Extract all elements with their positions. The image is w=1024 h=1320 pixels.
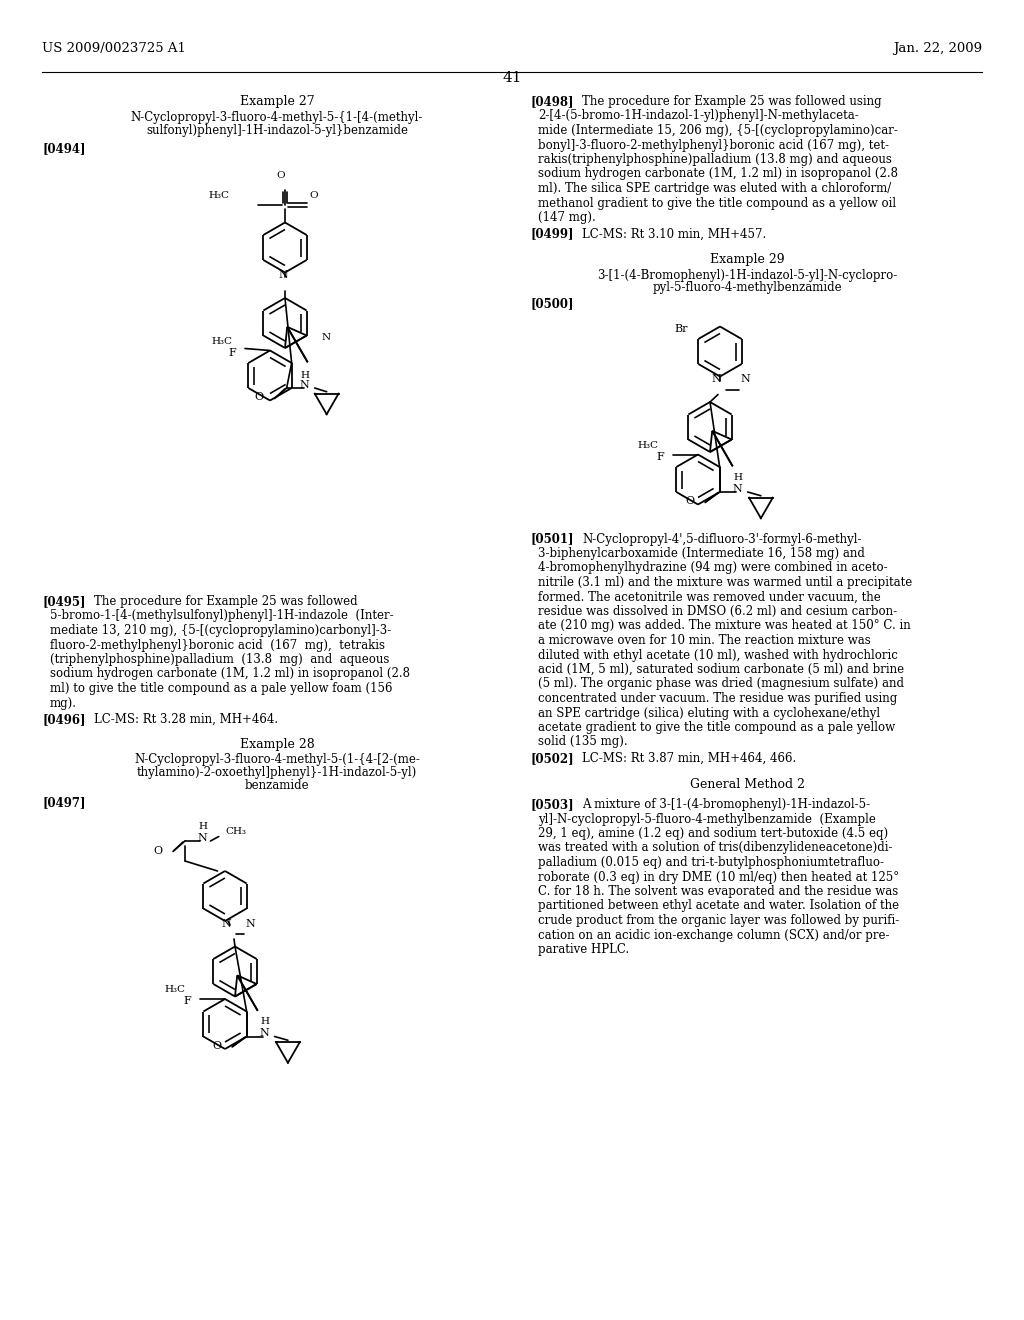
Text: General Method 2: General Method 2: [689, 777, 805, 791]
Text: (5 ml). The organic phase was dried (magnesium sulfate) and: (5 ml). The organic phase was dried (mag…: [538, 677, 904, 690]
Text: thylamino)-2-oxoethyl]phenyl}-1H-indazol-5-yl): thylamino)-2-oxoethyl]phenyl}-1H-indazol…: [137, 766, 417, 779]
Text: sodium hydrogen carbonate (1M, 1.2 ml) in isopropanol (2.8: sodium hydrogen carbonate (1M, 1.2 ml) i…: [50, 668, 410, 681]
Text: mediate 13, 210 mg), {5-[(cyclopropylamino)carbonyl]-3-: mediate 13, 210 mg), {5-[(cyclopropylami…: [50, 624, 391, 638]
Text: Example 29: Example 29: [710, 253, 784, 267]
Text: palladium (0.015 eq) and tri-t-butylphosphoniumtetrafluo-: palladium (0.015 eq) and tri-t-butylphos…: [538, 855, 884, 869]
Text: 29, 1 eq), amine (1.2 eq) and sodium tert-butoxide (4.5 eq): 29, 1 eq), amine (1.2 eq) and sodium ter…: [538, 828, 888, 840]
Text: H₃C: H₃C: [164, 985, 185, 994]
Text: sulfonyl)phenyl]-1H-indazol-5-yl}benzamide: sulfonyl)phenyl]-1H-indazol-5-yl}benzami…: [146, 124, 408, 137]
Text: 4-bromophenylhydrazine (94 mg) were combined in aceto-: 4-bromophenylhydrazine (94 mg) were comb…: [538, 561, 888, 574]
Text: O: O: [309, 191, 318, 201]
Text: (triphenylphosphine)palladium  (13.8  mg)  and  aqueous: (triphenylphosphine)palladium (13.8 mg) …: [50, 653, 389, 667]
Text: 41: 41: [502, 71, 522, 84]
Text: O: O: [276, 172, 286, 180]
Text: O: O: [153, 846, 162, 855]
Text: F: F: [656, 451, 665, 462]
Text: A mixture of 3-[1-(4-bromophenyl)-1H-indazol-5-: A mixture of 3-[1-(4-bromophenyl)-1H-ind…: [582, 799, 870, 810]
Text: methanol gradient to give the title compound as a yellow oil: methanol gradient to give the title comp…: [538, 197, 896, 210]
Text: H₃C: H₃C: [637, 441, 658, 450]
Text: rakis(triphenylphosphine)palladium (13.8 mg) and aqueous: rakis(triphenylphosphine)palladium (13.8…: [538, 153, 892, 166]
Text: [0498]: [0498]: [530, 95, 573, 108]
Text: (147 mg).: (147 mg).: [538, 211, 596, 224]
Text: acid (1M, 5 ml), saturated sodium carbonate (5 ml) and brine: acid (1M, 5 ml), saturated sodium carbon…: [538, 663, 904, 676]
Text: LC-MS: Rt 3.10 min, MH+457.: LC-MS: Rt 3.10 min, MH+457.: [582, 227, 766, 240]
Text: H: H: [300, 371, 309, 380]
Text: a microwave oven for 10 min. The reaction mixture was: a microwave oven for 10 min. The reactio…: [538, 634, 870, 647]
Text: H: H: [198, 822, 207, 832]
Text: H₃C: H₃C: [209, 191, 229, 201]
Text: CH₃: CH₃: [225, 826, 247, 836]
Text: diluted with ethyl acetate (10 ml), washed with hydrochloric: diluted with ethyl acetate (10 ml), wash…: [538, 648, 898, 661]
Text: acetate gradient to give the title compound as a pale yellow: acetate gradient to give the title compo…: [538, 721, 895, 734]
Text: ate (210 mg) was added. The mixture was heated at 150° C. in: ate (210 mg) was added. The mixture was …: [538, 619, 910, 632]
Text: [0495]: [0495]: [42, 595, 85, 609]
Text: N-Cyclopropyl-3-fluoro-4-methyl-5-{1-[4-(methyl-: N-Cyclopropyl-3-fluoro-4-methyl-5-{1-[4-…: [131, 111, 423, 124]
Text: pyl-5-fluoro-4-methylbenzamide: pyl-5-fluoro-4-methylbenzamide: [652, 281, 842, 294]
Text: [0500]: [0500]: [530, 297, 573, 310]
Text: F: F: [228, 348, 237, 358]
Text: LC-MS: Rt 3.28 min, MH+464.: LC-MS: Rt 3.28 min, MH+464.: [94, 713, 279, 726]
Text: H₃C: H₃C: [211, 337, 232, 346]
Text: Br: Br: [675, 323, 688, 334]
Text: formed. The acetonitrile was removed under vacuum, the: formed. The acetonitrile was removed und…: [538, 590, 881, 603]
Text: N: N: [260, 1028, 269, 1039]
Text: N: N: [740, 375, 750, 384]
Text: Example 28: Example 28: [240, 738, 314, 751]
Text: O: O: [212, 1041, 221, 1051]
Text: C. for 18 h. The solvent was evaporated and the residue was: C. for 18 h. The solvent was evaporated …: [538, 884, 898, 898]
Text: N: N: [198, 833, 208, 843]
Text: The procedure for Example 25 was followed using: The procedure for Example 25 was followe…: [582, 95, 882, 108]
Text: 3-biphenylcarboxamide (Intermediate 16, 158 mg) and: 3-biphenylcarboxamide (Intermediate 16, …: [538, 546, 865, 560]
Text: bonyl]-3-fluoro-2-methylphenyl}boronic acid (167 mg), tet-: bonyl]-3-fluoro-2-methylphenyl}boronic a…: [538, 139, 889, 152]
Text: [0499]: [0499]: [530, 227, 573, 240]
Text: F: F: [183, 997, 191, 1006]
Text: was treated with a solution of tris(dibenzylideneacetone)di-: was treated with a solution of tris(dibe…: [538, 842, 893, 854]
Text: an SPE cartridge (silica) eluting with a cyclohexane/ethyl: an SPE cartridge (silica) eluting with a…: [538, 706, 880, 719]
Text: LC-MS: Rt 3.87 min, MH+464, 466.: LC-MS: Rt 3.87 min, MH+464, 466.: [582, 752, 797, 766]
Text: cation on an acidic ion-exchange column (SCX) and/or pre-: cation on an acidic ion-exchange column …: [538, 928, 890, 941]
Text: benzamide: benzamide: [245, 779, 309, 792]
Text: N-Cyclopropyl-4',5-difluoro-3'-formyl-6-methyl-: N-Cyclopropyl-4',5-difluoro-3'-formyl-6-…: [582, 532, 861, 545]
Text: [0496]: [0496]: [42, 713, 85, 726]
Text: parative HPLC.: parative HPLC.: [538, 942, 630, 956]
Text: N: N: [279, 271, 288, 281]
Text: N: N: [245, 919, 255, 929]
Text: crude product from the organic layer was followed by purifi-: crude product from the organic layer was…: [538, 913, 899, 927]
Text: N: N: [322, 334, 331, 342]
Text: N-Cyclopropyl-3-fluoro-4-methyl-5-(1-{4-[2-(me-: N-Cyclopropyl-3-fluoro-4-methyl-5-(1-{4-…: [134, 752, 420, 766]
Text: [0503]: [0503]: [530, 799, 573, 810]
Text: nitrile (3.1 ml) and the mixture was warmed until a precipitate: nitrile (3.1 ml) and the mixture was war…: [538, 576, 912, 589]
Text: [0502]: [0502]: [530, 752, 573, 766]
Text: O: O: [685, 496, 694, 507]
Text: O: O: [255, 392, 263, 403]
Text: Example 27: Example 27: [240, 95, 314, 108]
Text: [0501]: [0501]: [530, 532, 573, 545]
Text: yl]-N-cyclopropyl-5-fluoro-4-methylbenzamide  (Example: yl]-N-cyclopropyl-5-fluoro-4-methylbenza…: [538, 813, 876, 825]
Text: fluoro-2-methylphenyl}boronic acid  (167  mg),  tetrakis: fluoro-2-methylphenyl}boronic acid (167 …: [50, 639, 385, 652]
Text: The procedure for Example 25 was followed: The procedure for Example 25 was followe…: [94, 595, 357, 609]
Text: solid (135 mg).: solid (135 mg).: [538, 735, 628, 748]
Text: [0494]: [0494]: [42, 143, 85, 154]
Text: residue was dissolved in DMSO (6.2 ml) and cesium carbon-: residue was dissolved in DMSO (6.2 ml) a…: [538, 605, 897, 618]
Text: sodium hydrogen carbonate (1M, 1.2 ml) in isopropanol (2.8: sodium hydrogen carbonate (1M, 1.2 ml) i…: [538, 168, 898, 181]
Text: mide (Intermediate 15, 206 mg), {5-[(cyclopropylamino)car-: mide (Intermediate 15, 206 mg), {5-[(cyc…: [538, 124, 898, 137]
Text: mg).: mg).: [50, 697, 77, 710]
Text: 3-[1-(4-Bromophenyl)-1H-indazol-5-yl]-N-cyclopro-: 3-[1-(4-Bromophenyl)-1H-indazol-5-yl]-N-…: [597, 268, 897, 281]
Text: H: H: [733, 473, 742, 482]
Text: 5-bromo-1-[4-(methylsulfonyl)phenyl]-1H-indazole  (Inter-: 5-bromo-1-[4-(methylsulfonyl)phenyl]-1H-…: [50, 610, 393, 623]
Text: N: N: [300, 380, 309, 389]
Text: N: N: [711, 375, 721, 384]
Text: Jan. 22, 2009: Jan. 22, 2009: [893, 42, 982, 55]
Text: partitioned between ethyl acetate and water. Isolation of the: partitioned between ethyl acetate and wa…: [538, 899, 899, 912]
Text: ml) to give the title compound as a pale yellow foam (156: ml) to give the title compound as a pale…: [50, 682, 392, 696]
Text: concentrated under vacuum. The residue was purified using: concentrated under vacuum. The residue w…: [538, 692, 897, 705]
Text: US 2009/0023725 A1: US 2009/0023725 A1: [42, 42, 186, 55]
Text: ml). The silica SPE cartridge was eluted with a chloroform/: ml). The silica SPE cartridge was eluted…: [538, 182, 891, 195]
Text: N: N: [221, 919, 230, 929]
Text: roborate (0.3 eq) in dry DME (10 ml/eq) then heated at 125°: roborate (0.3 eq) in dry DME (10 ml/eq) …: [538, 870, 899, 883]
Text: H: H: [260, 1018, 269, 1027]
Text: 2-[4-(5-bromo-1H-indazol-1-yl)phenyl]-N-methylaceta-: 2-[4-(5-bromo-1H-indazol-1-yl)phenyl]-N-…: [538, 110, 859, 123]
Text: N: N: [733, 484, 742, 494]
Text: [0497]: [0497]: [42, 796, 85, 809]
